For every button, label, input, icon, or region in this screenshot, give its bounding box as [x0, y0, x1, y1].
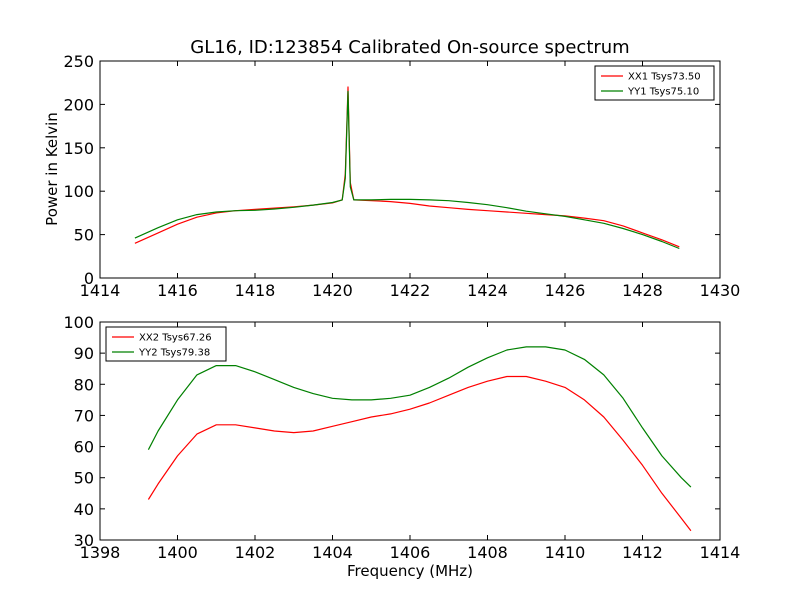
y-tick-label-1-4: 70 [74, 406, 94, 425]
x-tick-label-1-6: 1410 [545, 543, 586, 562]
y-tick-label-0-5: 250 [63, 52, 94, 71]
x-tick-label-0-5: 1424 [467, 281, 508, 300]
x-tick-label-0-4: 1422 [390, 281, 431, 300]
y-tick-label-0-3: 150 [63, 139, 94, 158]
x-tick-label-1-7: 1412 [622, 543, 663, 562]
y-tick-label-1-3: 60 [74, 438, 94, 457]
legend-label-1-1: YY2 Tsys79.38 [138, 348, 210, 359]
series-line-1-0 [147, 375, 692, 532]
legend-box-0 [594, 65, 715, 101]
y-tick-label-1-5: 80 [74, 375, 94, 394]
top-panel: 1414 1416 1418 1420 1422 1424 1426 1428 1430 0 50 1… [63, 52, 740, 300]
legend-label-1-0: XX2 Tsys67.26 [139, 333, 212, 344]
x-tick-label-0-0: 1414 [80, 281, 121, 300]
y-tick-label-0-0: 0 [84, 269, 94, 288]
x-axis-label: Frequency (MHz) [347, 562, 473, 580]
y-tick-label-0-1: 50 [74, 226, 94, 245]
x-tick-label-1-2: 1402 [235, 543, 276, 562]
x-tick-label-0-3: 1420 [312, 281, 353, 300]
x-tick-label-0-2: 1418 [235, 281, 276, 300]
chart-title: GL16, ID:123854 Calibrated On-source spe… [190, 37, 629, 58]
x-tick-label-0-1: 1416 [157, 281, 198, 300]
series-line-0-1 [134, 90, 680, 250]
x-tick-label-1-1: 1400 [157, 543, 198, 562]
x-tick-label-0-6: 1426 [545, 281, 586, 300]
x-tick-label-0-7: 1428 [622, 281, 663, 300]
legend-label-0-0: XX1 Tsys73.50 [628, 72, 701, 83]
series-line-1-1 [147, 346, 692, 488]
y-tick-label-1-0: 30 [74, 531, 94, 550]
x-tick-label-1-5: 1408 [467, 543, 508, 562]
x-tick-label-1-8: 1414 [700, 543, 741, 562]
y-tick-label-1-7: 100 [63, 313, 94, 332]
x-tick-label-1-4: 1406 [390, 543, 431, 562]
y-tick-label-1-6: 90 [74, 344, 94, 363]
y-tick-label-0-2: 100 [63, 182, 94, 201]
y-tick-label-0-4: 200 [63, 95, 94, 114]
x-tick-label-0-8: 1430 [700, 281, 741, 300]
y-tick-label-1-2: 50 [74, 469, 94, 488]
x-tick-label-1-0: 1398 [80, 543, 121, 562]
y-tick-label-1-1: 40 [74, 500, 94, 519]
bottom-panel: 1398 1400 1402 1404 1406 1408 1410 1412 1414 30 40… [63, 313, 740, 562]
legend-box-1 [105, 326, 227, 362]
legend-label-0-1: YY1 Tsys75.10 [627, 87, 699, 98]
y-axis-label: Power in Kelvin [43, 112, 61, 226]
x-tick-label-1-3: 1404 [312, 543, 353, 562]
